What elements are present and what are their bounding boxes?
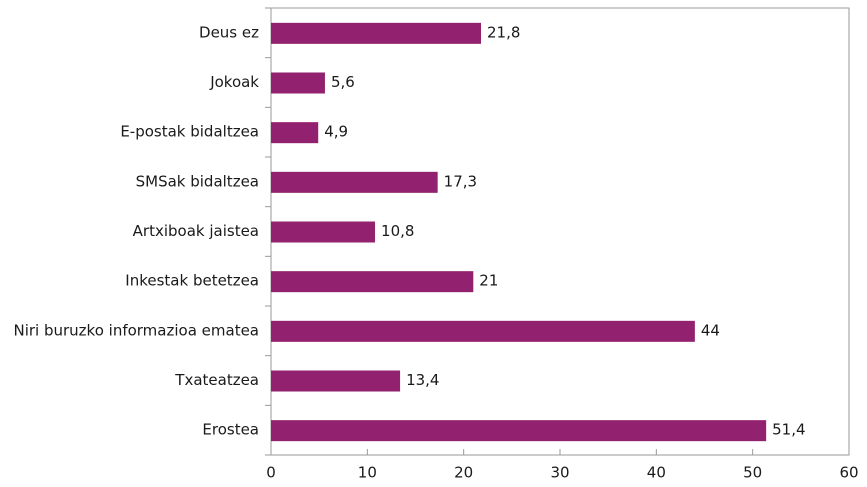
y-tick-label: Inkestak betetzea: [125, 272, 259, 290]
value-label: 44: [701, 321, 720, 339]
bar: [271, 370, 401, 392]
value-label: 13,4: [406, 371, 439, 389]
value-label: 51,4: [772, 421, 805, 439]
y-tick-label: Jokoak: [209, 73, 259, 91]
value-label: 21,8: [487, 23, 520, 41]
y-tick-label: E-postak bidaltzea: [120, 123, 259, 141]
x-tick-label: 60: [839, 464, 858, 482]
bar: [271, 420, 767, 442]
bar: [271, 271, 474, 293]
y-tick-label: Niri buruzko informazioa ematea: [13, 321, 259, 339]
x-tick-label: 50: [743, 464, 762, 482]
value-label: 21: [479, 272, 498, 290]
bar: [271, 320, 695, 342]
x-tick-label: 30: [550, 464, 569, 482]
y-tick-label: Erostea: [202, 421, 259, 439]
value-label: 4,9: [324, 123, 348, 141]
bar: [271, 171, 438, 193]
y-tick-label: Deus ez: [199, 23, 259, 41]
x-tick-label: 0: [266, 464, 276, 482]
value-label: 10,8: [381, 222, 414, 240]
x-tick-label: 10: [358, 464, 377, 482]
bar: [271, 221, 376, 243]
bar: [271, 72, 325, 94]
y-tick-label: Artxiboak jaistea: [133, 222, 259, 240]
bar: [271, 22, 482, 44]
x-tick-label: 40: [647, 464, 666, 482]
value-label: 5,6: [331, 73, 355, 91]
y-tick-label: SMSak bidaltzea: [136, 172, 259, 190]
bar: [271, 122, 319, 144]
y-tick-label: Txateatzea: [174, 371, 259, 389]
value-label: 17,3: [444, 172, 477, 190]
x-tick-label: 20: [454, 464, 473, 482]
